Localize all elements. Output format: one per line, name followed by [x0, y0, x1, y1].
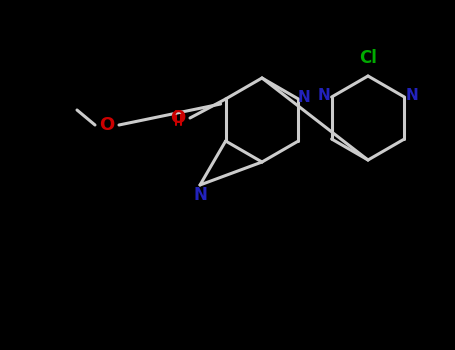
Text: N: N	[317, 88, 330, 103]
Text: N: N	[406, 88, 419, 103]
Text: N: N	[193, 186, 207, 204]
Text: N: N	[298, 90, 311, 105]
Text: O: O	[99, 116, 115, 134]
Text: O: O	[170, 109, 186, 127]
Text: Cl: Cl	[359, 49, 377, 67]
